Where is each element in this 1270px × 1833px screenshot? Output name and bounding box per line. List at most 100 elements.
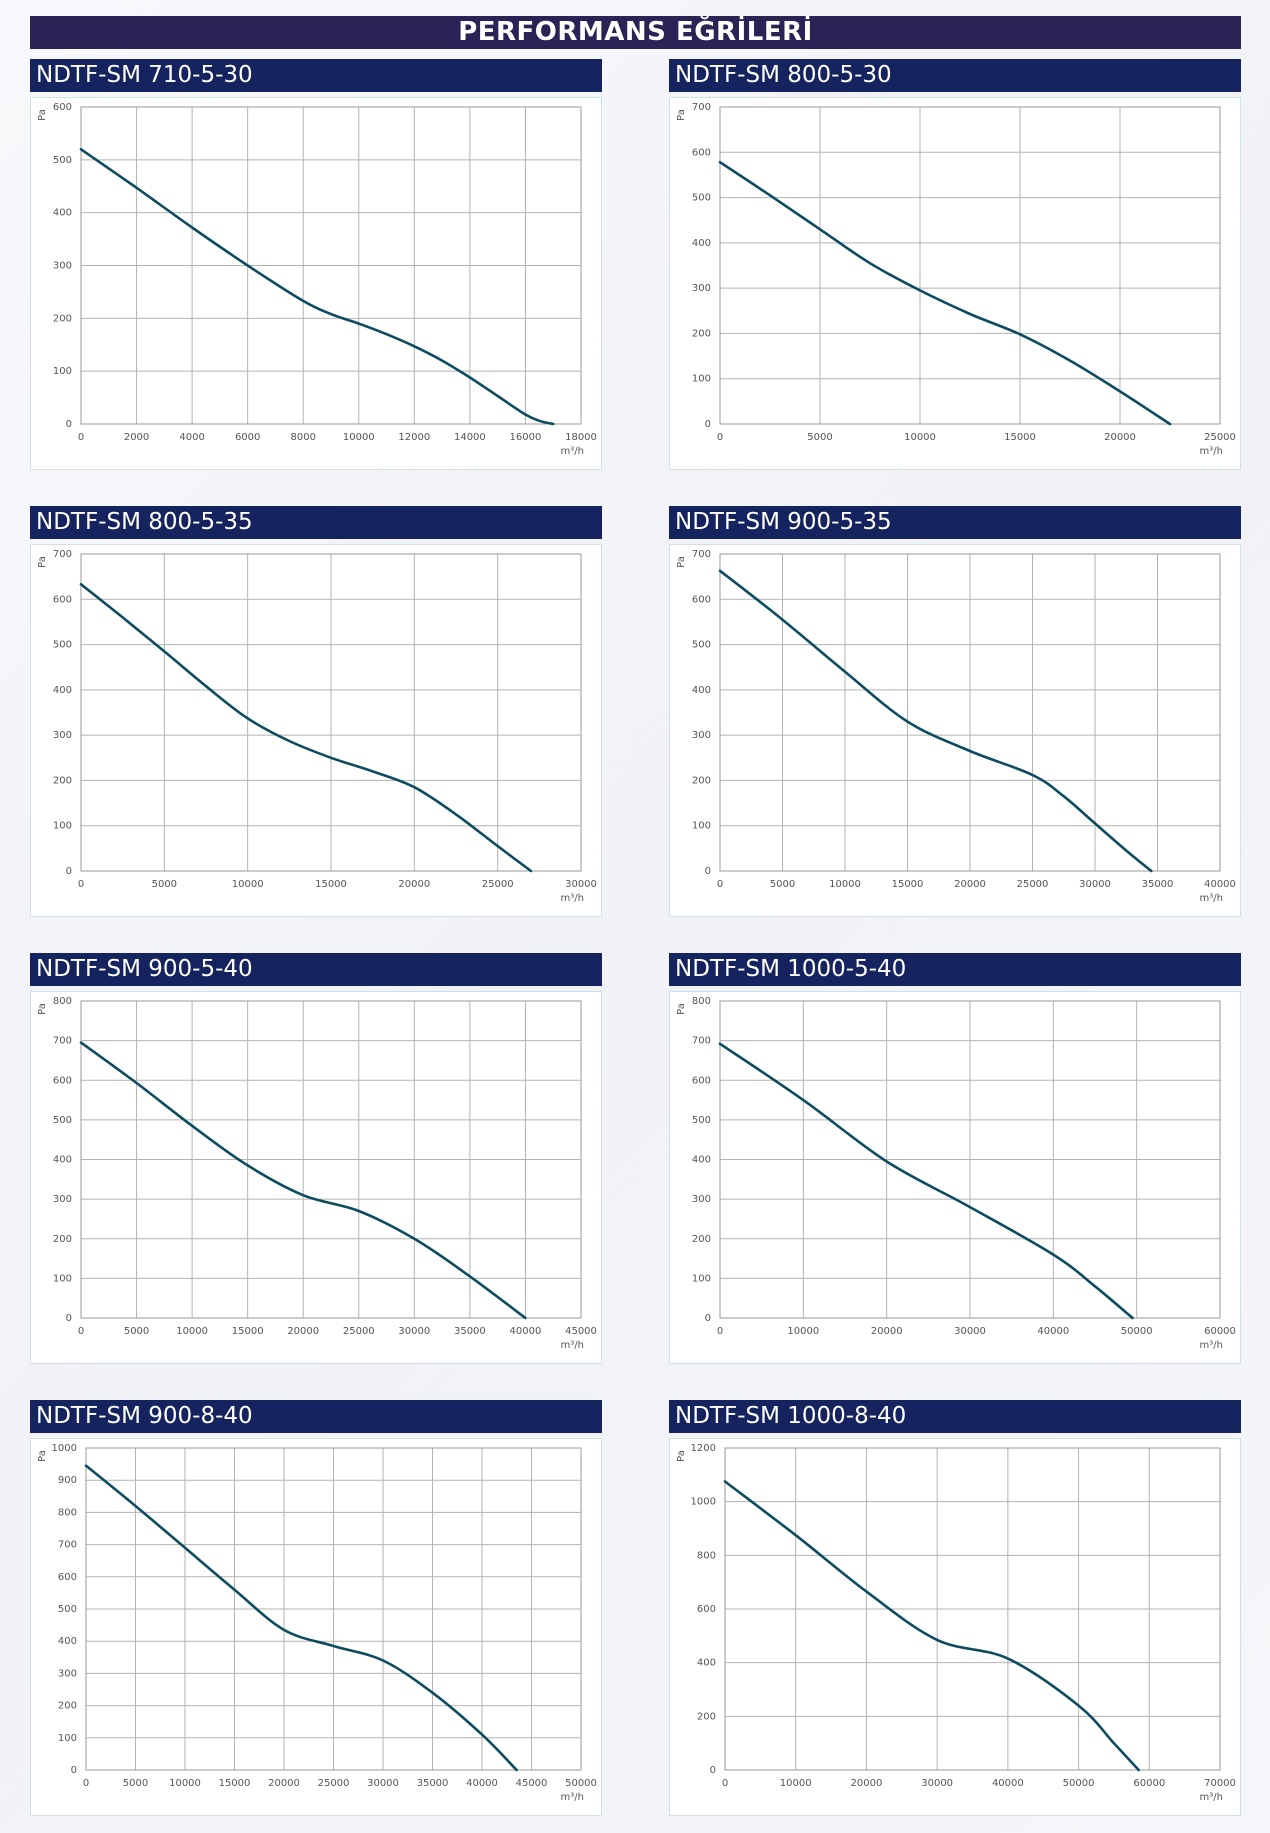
- x-tick-label: 5000: [123, 1778, 148, 1789]
- chart-panel-6: NDTF-SM 1000-5-40 0 10000 20000 30000 40000 5…: [669, 953, 1241, 1364]
- y-tick-label: 400: [692, 238, 711, 249]
- x-tick-label: 0: [78, 1326, 84, 1337]
- x-tick-label: 40000: [1037, 1326, 1069, 1337]
- y-tick-label: 600: [53, 102, 72, 113]
- y-tick-label: 100: [53, 366, 72, 377]
- chart-box: 0 5000 10000 15000 20000 25000 30000 35000 40000…: [30, 1438, 602, 1816]
- x-tick-label: 18000: [565, 432, 597, 443]
- y-tick-label: 300: [692, 730, 711, 741]
- x-axis-label: m³/h: [561, 446, 584, 457]
- y-tick-label: 100: [692, 821, 711, 832]
- x-tick-label: 40000: [466, 1778, 498, 1789]
- y-tick-label: 600: [53, 1075, 72, 1086]
- chart-svg: 0 5000 10000 15000 20000 25000 0 100 200 300 400 50…: [676, 102, 1236, 457]
- x-axis-label: m³/h: [1200, 1340, 1223, 1351]
- x-tick-label: 0: [722, 1778, 728, 1789]
- y-tick-label: 200: [53, 313, 72, 324]
- x-tick-label: 15000: [232, 1326, 264, 1337]
- y-tick-label: 200: [697, 1711, 716, 1722]
- y-tick-label: 100: [53, 821, 72, 832]
- x-tick-label: 25000: [482, 879, 514, 890]
- y-tick-label: 100: [692, 1273, 711, 1284]
- chart-panel-5: NDTF-SM 900-5-40 0 5000 10000 15000 20000 250…: [30, 953, 602, 1364]
- x-tick-label: 20000: [1104, 432, 1136, 443]
- y-tick-label: 700: [692, 1036, 711, 1047]
- chart-box: 0 5000 10000 15000 20000 25000 30000 35000 40000…: [669, 544, 1241, 917]
- y-tick-label: 0: [705, 419, 711, 430]
- y-tick-label: 600: [692, 594, 711, 605]
- y-tick-label: 600: [697, 1604, 716, 1615]
- y-tick-label: 400: [53, 208, 72, 219]
- y-tick-label: 300: [692, 283, 711, 294]
- x-axis-label: m³/h: [561, 893, 584, 904]
- y-tick-label: 700: [58, 1540, 77, 1551]
- y-tick-label: 200: [692, 1234, 711, 1245]
- page-title: PERFORMANS EĞRİLERİ: [30, 16, 1241, 49]
- plot-frame: [80, 1000, 582, 1319]
- y-axis-label: Pa: [676, 556, 687, 568]
- x-tick-label: 0: [717, 432, 723, 443]
- x-tick-label: 15000: [219, 1778, 251, 1789]
- x-axis-label: m³/h: [1200, 1792, 1223, 1803]
- x-tick-label: 0: [78, 432, 84, 443]
- chart-title: NDTF-SM 800-5-35: [30, 506, 602, 539]
- y-tick-label: 0: [66, 866, 72, 877]
- y-tick-label: 500: [692, 193, 711, 204]
- y-tick-label: 700: [53, 1036, 72, 1047]
- x-tick-label: 10000: [829, 879, 861, 890]
- y-tick-label: 300: [53, 730, 72, 741]
- x-tick-label: 12000: [398, 432, 430, 443]
- chart-svg: 0 5000 10000 15000 20000 25000 30000 35000 40000…: [37, 1443, 597, 1803]
- x-tick-label: 15000: [892, 879, 924, 890]
- y-tick-label: 400: [692, 685, 711, 696]
- y-axis-label: Pa: [676, 1003, 687, 1015]
- x-tick-label: 15000: [1004, 432, 1036, 443]
- x-tick-label: 50000: [1063, 1778, 1095, 1789]
- y-tick-label: 500: [53, 1115, 72, 1126]
- y-tick-label: 100: [53, 1273, 72, 1284]
- y-axis-label: Pa: [676, 109, 687, 121]
- x-tick-label: 35000: [417, 1778, 449, 1789]
- y-tick-label: 900: [58, 1475, 77, 1486]
- y-tick-label: 0: [705, 1313, 711, 1324]
- y-tick-label: 700: [692, 549, 711, 560]
- plot-frame: [724, 1447, 1221, 1771]
- y-tick-label: 300: [692, 1194, 711, 1205]
- series-line: [79, 583, 533, 873]
- chart-box: 0 10000 20000 30000 40000 50000 60000 0 100 200 30…: [669, 991, 1241, 1364]
- y-tick-label: 1000: [691, 1497, 716, 1508]
- y-tick-label: 400: [697, 1658, 716, 1669]
- chart-title: NDTF-SM 800-5-30: [669, 59, 1241, 92]
- chart-box: 0 5000 10000 15000 20000 25000 30000 35000 40000…: [30, 991, 602, 1364]
- y-tick-label: 200: [692, 328, 711, 339]
- chart-svg: 0 5000 10000 15000 20000 25000 30000 35000 40000…: [37, 996, 597, 1351]
- y-tick-label: 0: [710, 1765, 716, 1776]
- x-tick-label: 20000: [268, 1778, 300, 1789]
- y-tick-label: 0: [66, 419, 72, 430]
- y-tick-label: 400: [58, 1636, 77, 1647]
- y-axis-label: Pa: [676, 1450, 687, 1462]
- y-tick-label: 600: [692, 1075, 711, 1086]
- x-tick-label: 8000: [290, 432, 315, 443]
- x-tick-label: 25000: [343, 1326, 375, 1337]
- x-tick-label: 10000: [904, 432, 936, 443]
- series-line: [718, 160, 1172, 426]
- x-tick-label: 30000: [367, 1778, 399, 1789]
- y-tick-label: 800: [53, 996, 72, 1007]
- x-tick-label: 14000: [454, 432, 486, 443]
- x-tick-label: 25000: [318, 1778, 350, 1789]
- y-tick-label: 0: [705, 866, 711, 877]
- y-tick-label: 200: [53, 775, 72, 786]
- x-tick-label: 30000: [398, 1326, 430, 1337]
- y-tick-label: 500: [58, 1604, 77, 1615]
- plot-frame: [719, 553, 1221, 872]
- y-tick-label: 1200: [691, 1443, 716, 1454]
- chart-svg: 0 2000 4000 6000 8000 10000 12000 14000 16000 180…: [37, 102, 597, 457]
- x-tick-label: 35000: [454, 1326, 486, 1337]
- y-tick-label: 400: [692, 1155, 711, 1166]
- x-tick-label: 35000: [1142, 879, 1174, 890]
- x-tick-label: 15000: [315, 879, 347, 890]
- x-tick-label: 10000: [780, 1778, 812, 1789]
- x-tick-label: 30000: [565, 879, 597, 890]
- x-tick-label: 0: [83, 1778, 89, 1789]
